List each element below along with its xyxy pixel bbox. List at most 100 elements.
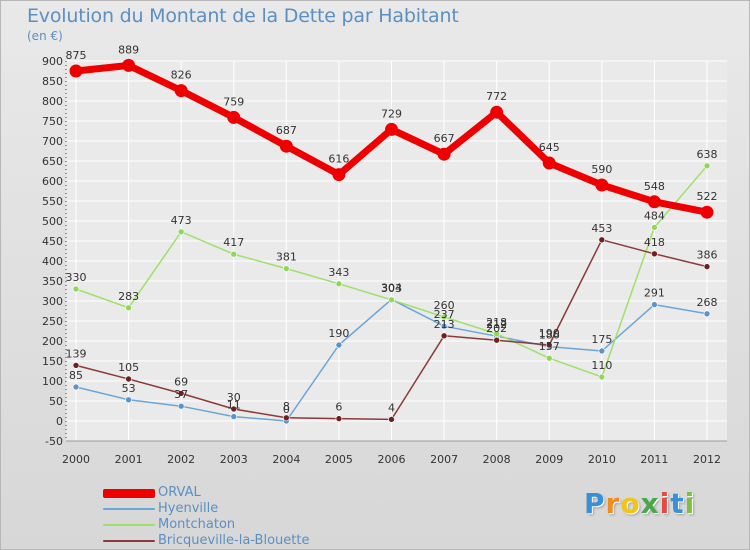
data-label: 453	[591, 222, 612, 235]
data-point	[542, 156, 556, 170]
data-label: 175	[591, 333, 612, 346]
y-tick-label: 750	[42, 115, 63, 128]
data-point	[122, 58, 136, 72]
y-tick-label: 650	[42, 155, 63, 168]
data-label: 69	[174, 375, 188, 388]
x-tick-label: 2012	[693, 453, 721, 466]
data-point	[332, 168, 346, 182]
data-point	[72, 285, 80, 293]
data-label: 0	[283, 403, 290, 416]
chart-unit: (en €)	[27, 29, 63, 43]
data-label: 759	[223, 95, 244, 108]
x-tick-label: 2000	[62, 453, 90, 466]
data-point	[283, 265, 290, 272]
data-point	[440, 332, 448, 340]
y-tick-label: 850	[42, 75, 63, 88]
data-point	[437, 147, 451, 161]
data-label: 283	[118, 290, 139, 303]
data-point	[595, 178, 609, 192]
y-tick-label: 250	[42, 315, 63, 328]
data-point	[651, 250, 658, 258]
legend-swatch	[103, 508, 155, 510]
x-tick-label: 2005	[325, 453, 353, 466]
data-label: 645	[539, 141, 560, 154]
data-label: 304	[381, 281, 402, 294]
data-label: 53	[122, 382, 136, 395]
y-tick-label: 700	[42, 135, 63, 148]
y-tick-label: 550	[42, 195, 63, 208]
data-point	[174, 84, 188, 98]
data-label: 330	[66, 271, 87, 284]
data-point	[647, 195, 661, 209]
y-tick-label: 450	[42, 235, 63, 248]
x-tick-label: 2003	[220, 453, 248, 466]
data-point	[230, 413, 238, 420]
x-tick-label: 2010	[588, 453, 616, 466]
data-point	[703, 162, 711, 170]
data-point	[177, 390, 185, 397]
legend-label: ORVAL	[158, 485, 201, 500]
data-label: 291	[644, 287, 665, 300]
data-label: 522	[697, 190, 718, 203]
y-tick-label: 100	[42, 375, 63, 388]
data-label: 772	[486, 90, 507, 103]
chart-title: Evolution du Montant de la Dette par Hab…	[27, 5, 459, 27]
proxiti-logo: Proxiti	[584, 487, 696, 520]
data-point	[490, 105, 504, 119]
data-label: 237	[434, 308, 455, 321]
legend-label: Montchaton	[158, 517, 236, 532]
data-point	[335, 341, 343, 349]
data-label: 343	[328, 266, 349, 279]
data-point	[545, 354, 553, 362]
data-label: 213	[434, 318, 455, 331]
legend-item: ORVAL	[103, 485, 309, 501]
y-tick-label: 900	[42, 55, 63, 68]
data-point	[177, 402, 185, 410]
data-label: 105	[118, 361, 139, 374]
data-label: 386	[697, 249, 718, 262]
data-label: 110	[591, 359, 612, 372]
data-point	[700, 205, 714, 219]
data-label: 687	[276, 124, 297, 137]
legend-item: Hyenville	[103, 501, 309, 517]
data-label: 212	[486, 318, 507, 331]
data-point	[125, 396, 132, 404]
data-point	[545, 341, 553, 349]
x-tick-label: 2002	[167, 453, 195, 466]
data-point	[440, 322, 448, 330]
legend-swatch	[103, 488, 155, 498]
data-point	[283, 414, 290, 422]
data-point	[177, 228, 185, 236]
data-label: 30	[227, 391, 241, 404]
data-label: 268	[697, 296, 718, 309]
data-label: 4	[388, 401, 395, 414]
y-tick-label: 600	[42, 175, 63, 188]
y-tick-label: 200	[42, 335, 63, 348]
data-point	[703, 310, 711, 318]
y-tick-label: 150	[42, 355, 63, 368]
legend-item: Montchaton	[103, 517, 309, 533]
data-label: 418	[644, 236, 665, 249]
data-label: 186	[539, 329, 560, 342]
data-label: 190	[328, 327, 349, 340]
data-label: 484	[644, 209, 665, 222]
data-point	[230, 250, 238, 258]
data-label: 473	[171, 214, 192, 227]
data-point	[703, 263, 711, 270]
legend-swatch	[103, 540, 155, 542]
data-label: 190	[539, 327, 560, 340]
data-label: 139	[66, 347, 87, 360]
data-label: 303	[381, 282, 402, 295]
x-tick-label: 2006	[378, 453, 406, 466]
y-tick-label: 400	[42, 255, 63, 268]
data-label: 826	[171, 69, 192, 82]
legend-label: Bricqueville-la-Blouette	[158, 533, 310, 548]
data-label: 202	[486, 322, 507, 335]
data-label: 889	[118, 43, 139, 56]
data-label: 616	[328, 153, 349, 166]
y-tick-label: 50	[49, 395, 63, 408]
data-label: 548	[644, 180, 665, 193]
x-tick-label: 2011	[640, 453, 668, 466]
plot-area	[66, 61, 727, 441]
